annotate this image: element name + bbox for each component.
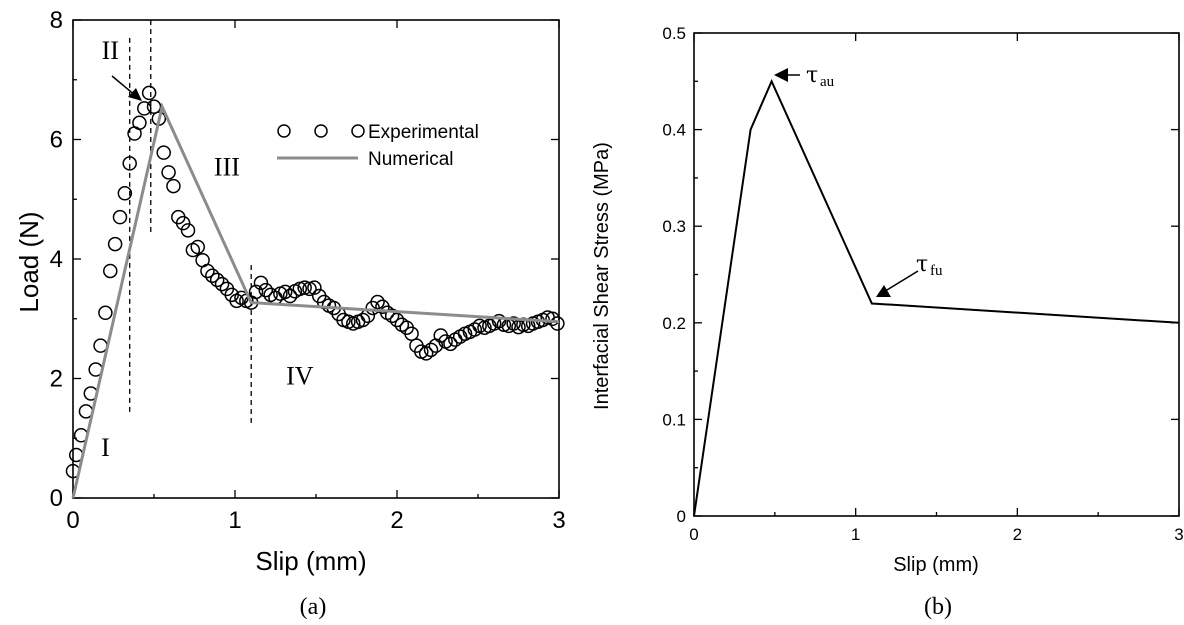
tau-au-symbol: τ [806,63,818,88]
experimental-point [161,165,176,180]
region-label: IV [286,361,314,390]
x-tick-label-b: 1 [851,525,860,544]
x-tick-label-b: 3 [1174,525,1183,544]
y-tick-label-b: 0.5 [662,24,686,43]
experimental-point [253,275,269,291]
legend-label-experimental: Experimental [368,122,479,143]
tau-fu-subscript: fu [930,263,943,279]
shear-stress-line [693,78,1180,517]
x-axis-label-b: Slip (mm) [893,554,979,576]
experimental-point [443,336,458,352]
x-tick-label-a: 2 [390,507,403,534]
plot-frame-a [72,19,560,499]
legend: Experimental Numerical [277,122,479,170]
numerical-series-line [71,101,560,499]
region-label: II [102,36,119,65]
experimental-point [307,280,322,295]
x-tick-label-b: 2 [1013,525,1022,544]
experimental-point [389,312,405,328]
experimental-series [65,85,565,479]
region-ii-arrow [111,75,142,101]
ticks-a: 0 1 2 3 0 2 4 6 8 [50,7,566,534]
experimental-point [166,178,181,194]
experimental-point [103,263,118,279]
experimental-point [112,209,128,225]
experimental-point [146,99,162,114]
y-axis-label-a: Load (N) [14,211,44,312]
experimental-point [384,308,400,324]
experimental-point [467,322,483,337]
experimental-point [132,115,147,131]
experimental-point [545,311,560,326]
experimental-point [180,223,196,238]
experimental-point [214,276,230,292]
panel-caption-a: (a) [300,594,327,620]
experimental-point [200,263,215,279]
y-tick-label-b: 0.1 [662,410,686,429]
x-tick-label-b: 0 [689,525,698,544]
experimental-point [122,156,137,171]
experimental-point [355,312,371,328]
experimental-point [248,284,264,300]
experimental-point [550,316,565,331]
experimental-point [370,294,385,310]
y-tick-label-a: 2 [50,366,63,393]
experimental-point [258,282,274,298]
y-axis-label-b: Interfacial Shear Stress (MPa) [591,142,613,410]
y-tick-label-b: 0.3 [662,217,686,236]
panel-b: 0 1 2 3 0 0.1 0.2 0.3 0.4 0.5 τ au τ fu Slip (mm)… [591,24,1184,620]
tau-fu-symbol: τ [916,252,928,277]
region-dividers [129,20,252,427]
y-tick-label-a: 6 [50,127,63,154]
y-tick-label-a: 8 [50,7,63,34]
experimental-point [282,288,298,304]
tau-au-subscript: au [820,74,835,90]
experimental-point [404,326,419,341]
region-label: I [101,433,110,462]
experimental-point [141,85,157,101]
experimental-point [423,342,439,358]
region-label: III [214,152,240,181]
experimental-point [277,284,293,300]
experimental-point [185,242,201,258]
experimental-point [205,268,220,283]
panel-caption-b: (b) [924,594,952,620]
experimental-point [93,338,108,353]
experimental-point [137,101,152,116]
x-tick-label-a: 0 [66,507,79,534]
experimental-point [117,186,133,201]
experimental-point [506,316,521,331]
y-tick-label-a: 0 [50,485,63,512]
x-tick-label-a: 1 [228,507,241,534]
tau-au-annotation: τ au [774,63,835,90]
experimental-point [98,305,113,321]
x-axis-label-a: Slip (mm) [255,546,366,576]
tau-fu-annotation: τ fu [876,252,943,297]
experimental-point [107,236,123,252]
ticks-b: 0 1 2 3 0 0.1 0.2 0.3 0.4 0.5 [662,24,1183,544]
y-tick-label-b: 0.2 [662,314,686,333]
experimental-point [418,346,434,361]
y-tick-label-b: 0 [677,507,686,526]
y-tick-label-b: 0.4 [662,121,686,140]
experimental-point [156,145,171,160]
x-tick-label-a: 3 [552,507,565,534]
legend-label-numerical: Numerical [368,149,454,170]
experimental-point [190,239,205,255]
legend-marker-experimental [277,124,365,138]
experimental-point [175,215,191,231]
y-tick-label-a: 4 [50,246,63,273]
experimental-point [209,272,225,288]
